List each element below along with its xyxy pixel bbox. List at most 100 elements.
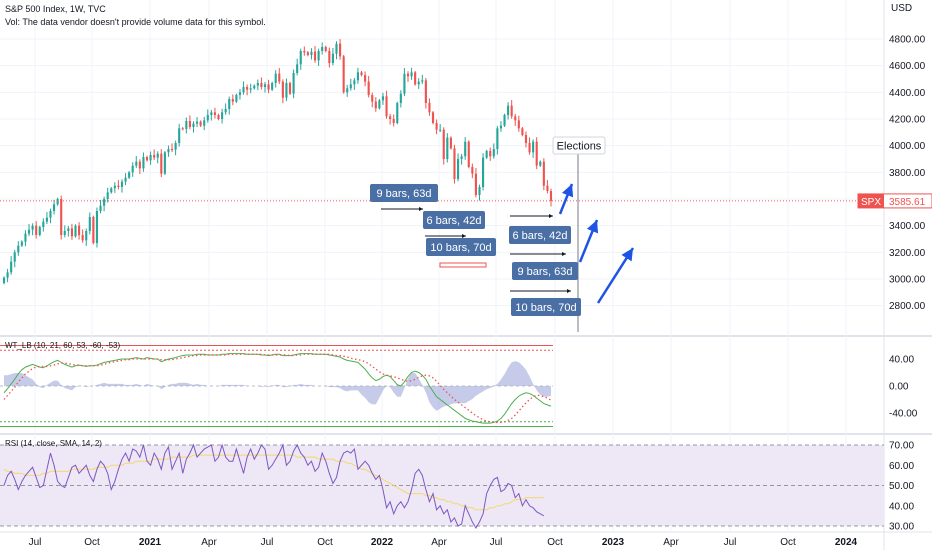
projection-label-left-box (370, 184, 438, 202)
time-tick-label: 2022 (371, 537, 394, 548)
candle-body (38, 227, 41, 235)
candle-body (367, 81, 370, 95)
candle-body (113, 185, 116, 189)
candle-body (410, 72, 413, 77)
elections-box (552, 136, 606, 155)
projection-range-left-head (462, 234, 466, 238)
projection-label-right-box (511, 298, 581, 316)
candle-body (253, 85, 256, 89)
candle-body (6, 272, 9, 278)
candle-body (228, 99, 231, 109)
candle-body (13, 252, 16, 262)
candle-body (532, 141, 535, 153)
candle-body (131, 165, 134, 173)
symbol-tag (858, 193, 884, 208)
candle-body (499, 125, 503, 129)
time-tick-label: Jul (724, 537, 737, 548)
projection-label-right: 9 bars, 63d (517, 266, 572, 278)
candle-body (435, 123, 438, 130)
candle-body (313, 51, 317, 61)
price-tick-label: 3400.00 (889, 221, 926, 232)
candle-body (17, 245, 20, 253)
candle-body (528, 143, 531, 153)
candle-body (489, 151, 492, 157)
candle-body (70, 228, 73, 237)
projection-range-left-head (419, 207, 423, 211)
candle-body (106, 192, 109, 199)
candle-body (431, 112, 435, 123)
candle-body (449, 137, 452, 149)
candle-body (178, 128, 181, 143)
candle-body (188, 121, 191, 127)
candle-body (42, 221, 45, 227)
candle-body (56, 199, 59, 205)
candle-body (374, 101, 377, 109)
last-price-label: 3585.61 (889, 197, 926, 208)
candle-body (195, 121, 199, 124)
candle-body (92, 217, 95, 243)
candle-body (292, 73, 295, 94)
candle-body (213, 112, 217, 115)
candle-body (185, 121, 188, 129)
price-tick-label: 4600.00 (889, 61, 926, 72)
candle-body (224, 109, 227, 113)
candle-body (392, 119, 395, 123)
candle-body (203, 120, 206, 126)
candle-body (60, 199, 63, 235)
price-tick-label: 4400.00 (889, 88, 926, 99)
candle-body (2, 277, 6, 283)
rsi-tick-label: 60.00 (889, 461, 914, 472)
projection-label-left: 6 bars, 42d (426, 215, 481, 227)
candle-body (306, 52, 309, 55)
candle-body (321, 47, 324, 51)
candle-body (335, 43, 338, 54)
candle-body (328, 51, 331, 63)
currency-label: USD (891, 3, 913, 14)
time-tick-label: 2023 (602, 537, 625, 548)
candle-body (288, 83, 292, 94)
candle-body (271, 83, 274, 90)
candle-body (492, 149, 495, 157)
wt-tick-label: 0.00 (889, 382, 909, 393)
candle-body (446, 137, 449, 159)
candle-body (474, 173, 477, 195)
candle-body (235, 95, 238, 102)
rsi-legend: RSI (14, close, SMA, 14, 2) (5, 439, 102, 448)
candle-body (167, 149, 170, 153)
time-tick-label: Jul (490, 537, 503, 548)
candle-body (138, 161, 141, 169)
candle-body (206, 115, 209, 121)
time-tick-label: Jul (29, 537, 42, 548)
projection-label-left: 10 bars, 70d (430, 242, 491, 254)
candle-body (396, 103, 399, 123)
time-tick-label: Oct (780, 537, 796, 548)
candle-body (406, 73, 410, 77)
candle-body (85, 231, 88, 241)
candle-body (349, 84, 352, 89)
candle-body (356, 72, 360, 81)
projection-range-right-head (562, 252, 566, 256)
candle-body (467, 141, 470, 167)
rsi-ma-line (3, 454, 544, 511)
candle-body (110, 188, 113, 193)
candle-body (310, 51, 313, 55)
trend-arrow-head (561, 184, 574, 198)
candle-body (249, 88, 252, 90)
candle-body (471, 167, 474, 174)
candle-body (52, 204, 56, 211)
projection-label-right: 6 bars, 42d (512, 230, 567, 242)
candle-body (324, 47, 327, 51)
projection-range-right-head (549, 214, 553, 218)
candle-body (317, 51, 320, 61)
projection-label-right-box (509, 226, 571, 244)
candle-body (549, 191, 553, 201)
price-tick-label: 3200.00 (889, 248, 926, 259)
candle-body (10, 261, 13, 273)
rsi-tick-label: 70.00 (889, 441, 914, 452)
candle-body (78, 225, 81, 235)
candle-body (231, 99, 234, 102)
candle-body (221, 112, 224, 119)
candle-body (24, 233, 27, 242)
candle-body (35, 225, 38, 235)
